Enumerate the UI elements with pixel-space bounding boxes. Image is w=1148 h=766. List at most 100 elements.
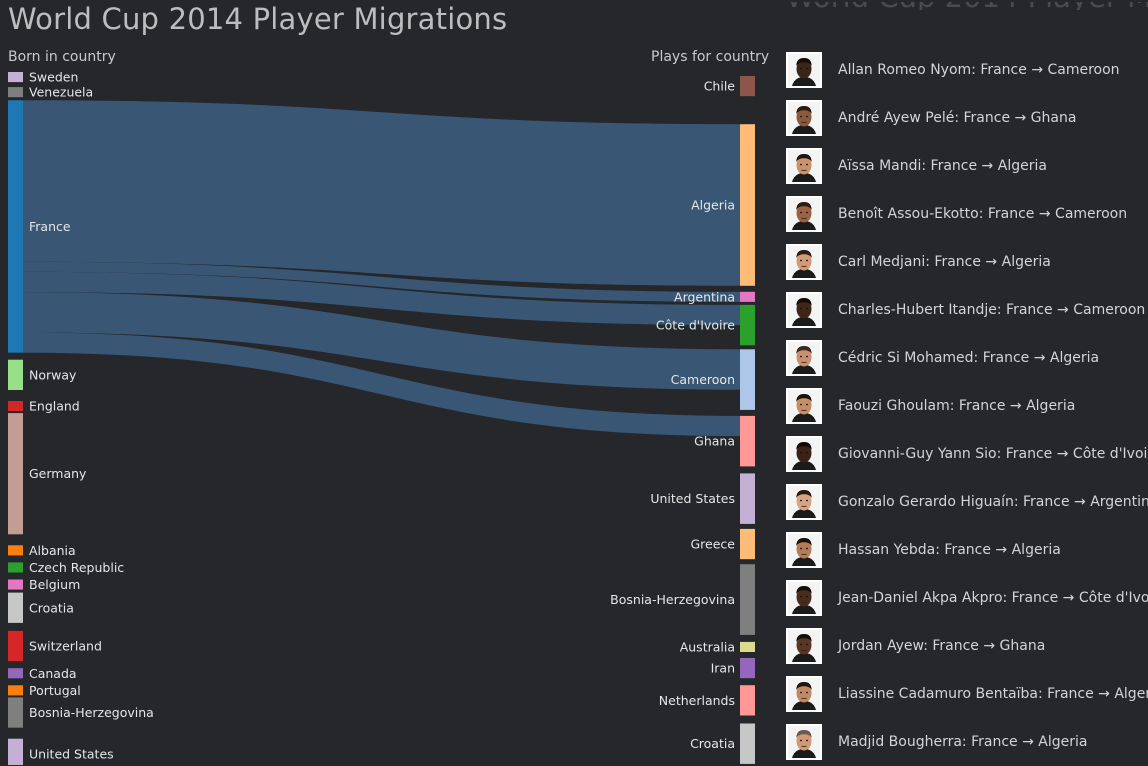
source-bar-england[interactable] [8,401,23,412]
target-label-australia: Australia [680,639,735,654]
target-node-australia[interactable]: Australia [680,639,755,654]
target-bar-iran[interactable] [740,658,755,679]
source-bar-sweden[interactable] [8,72,23,83]
source-node-bosnia-herzegovina[interactable]: Bosnia-Herzegovina [8,697,154,728]
source-bar-albania[interactable] [8,545,23,556]
link-france-to-cote-d-ivoire[interactable] [23,271,740,326]
player-avatar [786,580,822,616]
source-bar-bosnia-herzegovina[interactable] [8,697,23,728]
target-node-bosnia-herzegovina[interactable]: Bosnia-Herzegovina [610,564,755,635]
target-node-united-states[interactable]: United States [650,473,755,524]
source-node-switzerland[interactable]: Switzerland [8,630,102,662]
source-label-norway: Norway [29,367,77,382]
source-label-canada: Canada [29,666,77,681]
target-node-netherlands[interactable]: Netherlands [659,685,755,716]
target-node-cote-d-ivoire[interactable]: Côte d'Ivoire [656,304,755,346]
target-bar-chile[interactable] [740,76,755,97]
target-bar-ghana[interactable] [740,415,755,467]
target-node-argentina[interactable]: Argentina [674,289,755,304]
player-label: Faouzi Ghoulam: France → Algeria [838,398,1076,414]
player-item[interactable]: Gonzalo Gerardo Higuaín: France → Argent… [786,478,1148,526]
target-label-ghana: Ghana [694,434,735,449]
player-avatar [786,340,822,376]
plays-axis-label: Plays for country [651,49,770,65]
source-node-sweden[interactable]: Sweden [8,70,78,85]
player-item[interactable]: Charles-Hubert Itandje: France → Cameroo… [786,286,1148,334]
source-bar-belgium[interactable] [8,579,23,590]
target-label-cameroon: Cameroon [671,372,735,387]
source-node-belgium[interactable]: Belgium [8,577,80,592]
player-item[interactable]: Hassan Yebda: France → Algeria [786,526,1148,574]
source-bar-germany[interactable] [8,413,23,535]
source-label-albania: Albania [29,543,76,558]
player-avatar [786,244,822,280]
target-bar-united-states[interactable] [740,473,755,524]
source-bar-croatia[interactable] [8,592,23,623]
player-item[interactable]: Cédric Si Mohamed: France → Algeria [786,334,1148,382]
source-node-croatia[interactable]: Croatia [8,592,74,623]
player-label: Cédric Si Mohamed: France → Algeria [838,350,1100,366]
player-item[interactable]: André Ayew Pelé: France → Ghana [786,94,1148,142]
source-bar-france[interactable] [8,100,23,353]
source-node-portugal[interactable]: Portugal [8,683,81,698]
player-label: Benoît Assou-Ekotto: France → Cameroon [838,206,1128,222]
target-bar-netherlands[interactable] [740,685,755,716]
source-bar-czech-republic[interactable] [8,562,23,573]
source-node-united-states[interactable]: United States [8,738,114,765]
target-bar-croatia[interactable] [740,723,755,764]
link-france-to-ghana[interactable] [23,332,740,437]
source-node-norway[interactable]: Norway [8,359,77,390]
player-item[interactable]: Benoît Assou-Ekotto: France → Cameroon [786,190,1148,238]
source-node-czech-republic[interactable]: Czech Republic [8,560,124,575]
player-item[interactable]: Carl Medjani: France → Algeria [786,238,1148,286]
source-node-venezuela[interactable]: Venezuela [8,85,93,100]
source-label-czech-republic: Czech Republic [29,560,124,575]
target-bar-bosnia-herzegovina[interactable] [740,564,755,635]
target-bar-greece[interactable] [740,528,755,560]
target-node-chile[interactable]: Chile [704,76,755,97]
target-node-greece[interactable]: Greece [691,528,756,560]
target-node-cameroon[interactable]: Cameroon [671,349,755,410]
target-node-algeria[interactable]: Algeria [691,124,755,286]
source-bar-norway[interactable] [8,359,23,390]
link-france-to-cameroon[interactable] [23,292,740,390]
player-item[interactable]: Madjid Bougherra: France → Algeria [786,718,1148,766]
player-label: Gonzalo Gerardo Higuaín: France → Argent… [838,494,1148,510]
player-item[interactable]: Jordan Ayew: France → Ghana [786,622,1148,670]
source-label-portugal: Portugal [29,683,81,698]
player-label: Madjid Bougherra: France → Algeria [838,734,1088,750]
player-list: Allan Romeo Nyom: France → Cameroon André… [786,46,1148,766]
target-bar-cameroon[interactable] [740,349,755,410]
source-bar-portugal[interactable] [8,685,23,696]
player-item[interactable]: Aïssa Mandi: France → Algeria [786,142,1148,190]
source-node-germany[interactable]: Germany [8,413,87,535]
source-node-england[interactable]: England [8,399,80,414]
source-bar-switzerland[interactable] [8,630,23,662]
player-avatar [786,484,822,520]
source-bar-canada[interactable] [8,668,23,679]
player-avatar [786,196,822,232]
player-item[interactable]: Jean-Daniel Akpa Akpro: France → Côte d'… [786,574,1148,622]
source-bar-united-states[interactable] [8,738,23,765]
player-item[interactable]: Allan Romeo Nyom: France → Cameroon [786,46,1148,94]
source-bar-venezuela[interactable] [8,87,23,98]
player-avatar [786,148,822,184]
player-item[interactable]: Faouzi Ghoulam: France → Algeria [786,382,1148,430]
source-node-canada[interactable]: Canada [8,666,77,681]
target-bar-algeria[interactable] [740,124,755,286]
source-node-france[interactable]: France [8,100,71,353]
target-node-croatia[interactable]: Croatia [690,723,755,764]
link-france-to-algeria[interactable] [23,100,740,286]
target-label-iran: Iran [711,661,735,676]
link-france-to-argentina[interactable] [23,261,740,302]
source-node-albania[interactable]: Albania [8,543,76,558]
target-bar-australia[interactable] [740,641,755,652]
player-avatar [786,388,822,424]
player-item[interactable]: Liassine Cadamuro Bentaïba: France → Alg… [786,670,1148,718]
target-bar-cote-d-ivoire[interactable] [740,304,755,346]
target-node-iran[interactable]: Iran [711,658,755,679]
player-item[interactable]: Giovanni-Guy Yann Sio: France → Côte d'I… [786,430,1148,478]
target-node-ghana[interactable]: Ghana [694,415,755,467]
target-label-bosnia-herzegovina: Bosnia-Herzegovina [610,592,735,607]
target-bar-argentina[interactable] [740,291,755,302]
